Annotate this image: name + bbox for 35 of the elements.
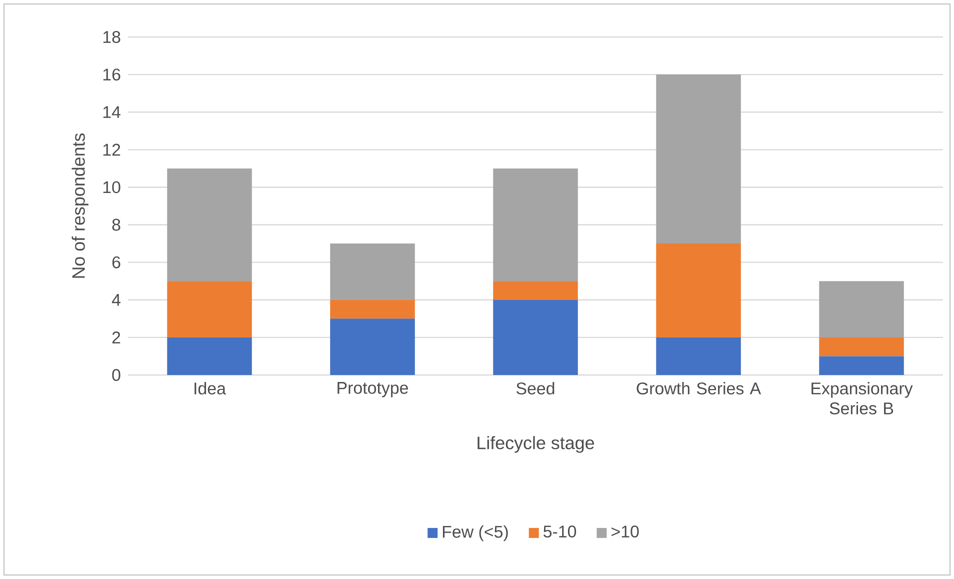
y-tick-label: 2 — [112, 332, 120, 344]
bar — [819, 356, 904, 375]
x-axis-title: Lifecycle stage — [478, 436, 594, 453]
bar — [330, 318, 415, 375]
y-tick-label: 0 — [112, 369, 120, 381]
bar — [656, 74, 741, 244]
bar — [330, 244, 415, 300]
bar — [493, 300, 578, 375]
x-tick-label: Idea — [194, 382, 226, 394]
bar — [167, 337, 252, 375]
y-tick-label: 16 — [103, 68, 120, 81]
bar — [167, 281, 252, 338]
x-tick-label: Prototype — [338, 382, 408, 398]
bar — [493, 168, 578, 282]
y-tick-label: 14 — [103, 106, 120, 118]
y-tick-label: 18 — [103, 31, 120, 43]
x-tick-label: Seed — [516, 382, 554, 394]
legend-label: 5-10 — [544, 526, 576, 538]
bar — [656, 244, 741, 338]
y-axis-title: No of respondents — [72, 133, 88, 278]
y-tick-label: 10 — [103, 181, 120, 194]
bar — [330, 300, 415, 319]
bar — [819, 337, 904, 356]
legend-label: Few (<5) — [442, 525, 508, 542]
legend-label: >10 — [612, 526, 639, 538]
x-tick-label: Expansionary Series B — [812, 382, 913, 414]
bar — [493, 281, 578, 300]
y-tick-label: 8 — [112, 218, 120, 231]
x-tick-label: Growth Series A — [636, 382, 762, 394]
y-tick-label: 12 — [103, 144, 120, 156]
bar — [819, 281, 904, 338]
y-tick-label: 4 — [112, 294, 120, 306]
bar — [167, 168, 252, 282]
bar — [656, 337, 741, 375]
y-tick-label: 6 — [112, 256, 120, 268]
